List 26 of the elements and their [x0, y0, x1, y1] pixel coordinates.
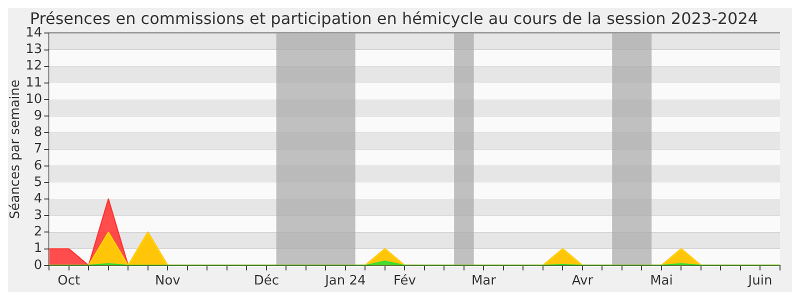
- y-tick-label: 2: [34, 224, 42, 240]
- y-tick-label: 14: [26, 26, 42, 41]
- y-tick-label: 11: [26, 75, 42, 90]
- chart-title: Présences en commissions et participation en hémicycle au cours de la session 2023-2024: [30, 8, 758, 28]
- y-tick-label: 1: [34, 241, 42, 256]
- y-tick-label: 12: [26, 58, 42, 74]
- x-tick-label: Oct: [58, 274, 80, 289]
- x-tick-label: Juin: [747, 274, 772, 289]
- x-tick-label: Déc: [254, 274, 279, 289]
- y-tick-label: 8: [34, 125, 42, 140]
- y-tick-label: 10: [26, 92, 42, 107]
- x-tick-label: Mar: [471, 274, 497, 289]
- y-tick-label: 7: [34, 142, 42, 157]
- y-tick-label: 9: [34, 108, 42, 124]
- y-tick-label: 4: [34, 191, 42, 206]
- y-tick-label: 13: [26, 42, 42, 58]
- x-tick-label: Avr: [572, 274, 594, 289]
- x-tick-label: Jan 24: [324, 274, 366, 289]
- x-tick-label: Fév: [393, 274, 416, 289]
- y-tick-label: 3: [34, 208, 42, 224]
- y-tick-label: 6: [34, 158, 42, 174]
- x-tick-label: Nov: [154, 274, 181, 289]
- x-tick-label: Mai: [650, 274, 673, 289]
- y-tick-label: 0: [34, 258, 42, 273]
- y-axis-title: Séances par semaine: [8, 80, 24, 220]
- y-tick-label: 5: [34, 174, 42, 190]
